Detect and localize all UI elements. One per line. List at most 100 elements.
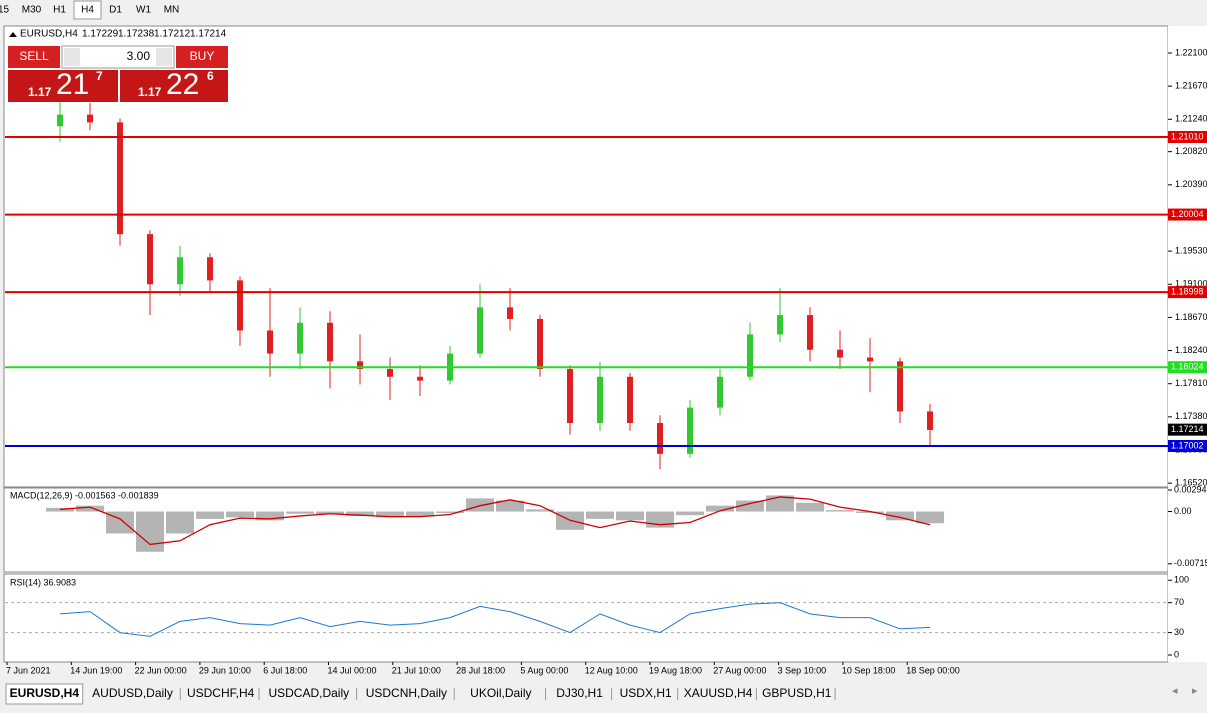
candle-body	[927, 411, 933, 430]
timeframe-button[interactable]	[73, 0, 102, 20]
candle-body	[177, 257, 183, 285]
lot-up[interactable]	[156, 48, 172, 66]
level-label-bg	[1168, 286, 1207, 299]
symbol-name: EURUSD,H4	[20, 29, 78, 40]
ohlc-quote: 1.17212	[154, 29, 191, 40]
symbol-tab[interactable]	[547, 684, 612, 704]
macd-histogram-bar	[256, 511, 284, 521]
price-tick-label: 1.17810	[1175, 378, 1207, 388]
timeframe-button[interactable]	[102, 1, 129, 19]
candle-body	[777, 315, 783, 335]
candle-body	[207, 257, 213, 281]
rsi-panel	[3, 573, 1169, 663]
timeframe-label: M30	[22, 5, 42, 16]
ask-big: 1.17	[138, 85, 162, 99]
timeframe-label: MN	[164, 5, 180, 16]
ask-box[interactable]	[120, 70, 228, 102]
symbol-tab-label: USDX,H1	[620, 686, 672, 700]
lot-down[interactable]	[64, 48, 80, 66]
timeframe-button[interactable]	[158, 1, 185, 19]
symbol-tab-label: AUDUSD,Daily	[92, 686, 173, 700]
level-label: 1.21010	[1171, 131, 1204, 141]
candle-body	[657, 423, 663, 454]
buy-button[interactable]	[176, 46, 228, 68]
time-label: 3 Sep 10:00	[778, 665, 827, 675]
macd-histogram-bar	[586, 511, 614, 519]
symbol-tab[interactable]	[679, 684, 757, 704]
timeframe-button[interactable]	[46, 1, 73, 19]
ohlc-quote: 1.17238	[118, 29, 155, 40]
symbol-tab[interactable]	[84, 684, 181, 704]
rsi-label: RSI(14) 36.9083	[10, 577, 76, 587]
macd-label: MACD(12,26,9) -0.001563 -0.001839	[10, 490, 159, 500]
sell-label: SELL	[19, 49, 49, 63]
tab-scroll-right[interactable]: ▸	[1192, 685, 1198, 697]
candle-body	[237, 280, 243, 331]
macd-histogram-bar	[796, 502, 824, 512]
indicator-tick-label: 30	[1174, 627, 1184, 637]
ohlc-quote: 1.17229	[82, 29, 119, 40]
lot-input[interactable]	[61, 45, 175, 69]
price-tick-label: 1.20820	[1175, 146, 1207, 156]
macd-histogram-bar	[886, 511, 914, 521]
macd-histogram-bar	[466, 498, 494, 512]
candle-body	[837, 349, 843, 358]
toolbar-bg	[0, 0, 1207, 20]
level-label: 1.18998	[1171, 286, 1204, 296]
candle-body	[717, 376, 723, 408]
candle-body	[147, 234, 153, 285]
collapse-icon[interactable]	[9, 32, 17, 37]
tab-scroll-left[interactable]: ◂	[1172, 685, 1178, 697]
price-tick-label: 1.21670	[1175, 81, 1207, 91]
symbol-tab[interactable]	[5, 683, 84, 705]
candle-body	[117, 122, 123, 235]
time-label: 29 Jun 10:00	[199, 665, 251, 675]
macd-histogram-bar	[196, 511, 224, 519]
sell-button[interactable]	[8, 46, 60, 68]
time-label: 27 Aug 00:00	[713, 665, 766, 675]
time-label: 14 Jul 00:00	[328, 665, 377, 675]
symbol-tab[interactable]	[758, 684, 836, 704]
macd-histogram-bar	[706, 505, 734, 512]
macd-histogram-bar	[916, 511, 944, 524]
symbol-tab-label: GBPUSD,H1	[762, 686, 832, 700]
timeframe-button[interactable]	[130, 1, 157, 19]
candle-body	[267, 330, 273, 354]
time-label: 21 Jul 10:00	[392, 665, 441, 675]
timeframe-button[interactable]	[18, 1, 45, 19]
candle-body	[57, 114, 63, 127]
macd-histogram-bar	[526, 509, 554, 512]
symbol-tab[interactable]	[358, 684, 455, 704]
candle-body	[897, 361, 903, 412]
symbol-tab[interactable]	[182, 684, 259, 704]
candle-body	[807, 315, 813, 350]
symbol-tab[interactable]	[456, 684, 546, 704]
candle-body	[87, 114, 93, 123]
macd-histogram-bar	[136, 511, 164, 552]
current-price-label: 1.17214	[1171, 424, 1204, 434]
indicator-tick-label: 0.00	[1174, 506, 1192, 516]
rsi-line	[59, 602, 931, 637]
price-tick-label: 1.19100	[1175, 279, 1207, 289]
macd-histogram-bar	[226, 511, 254, 518]
time-label: 6 Jul 18:00	[263, 665, 307, 675]
candle-body	[327, 322, 333, 362]
macd-histogram-bar	[376, 511, 404, 518]
symbol-tab-label: UKOil,Daily	[470, 686, 531, 700]
time-label: 5 Aug 00:00	[520, 665, 568, 675]
level-label-bg	[1168, 439, 1207, 452]
indicator-tick-label: 0	[1174, 649, 1179, 659]
price-tick-label: 1.22100	[1175, 47, 1207, 57]
macd-histogram-bar	[766, 495, 794, 512]
candle-body	[597, 376, 603, 424]
timeframe-button[interactable]	[0, 1, 17, 19]
ask-pips: 22	[166, 68, 199, 101]
timeframe-label: H1	[53, 5, 66, 16]
candle-body	[357, 361, 363, 370]
symbol-tab[interactable]	[261, 684, 357, 704]
price-tick-label: 1.17380	[1175, 411, 1207, 421]
bid-box[interactable]	[8, 70, 118, 102]
symbol-tab[interactable]	[613, 684, 678, 704]
bid-point: 7	[96, 69, 103, 83]
